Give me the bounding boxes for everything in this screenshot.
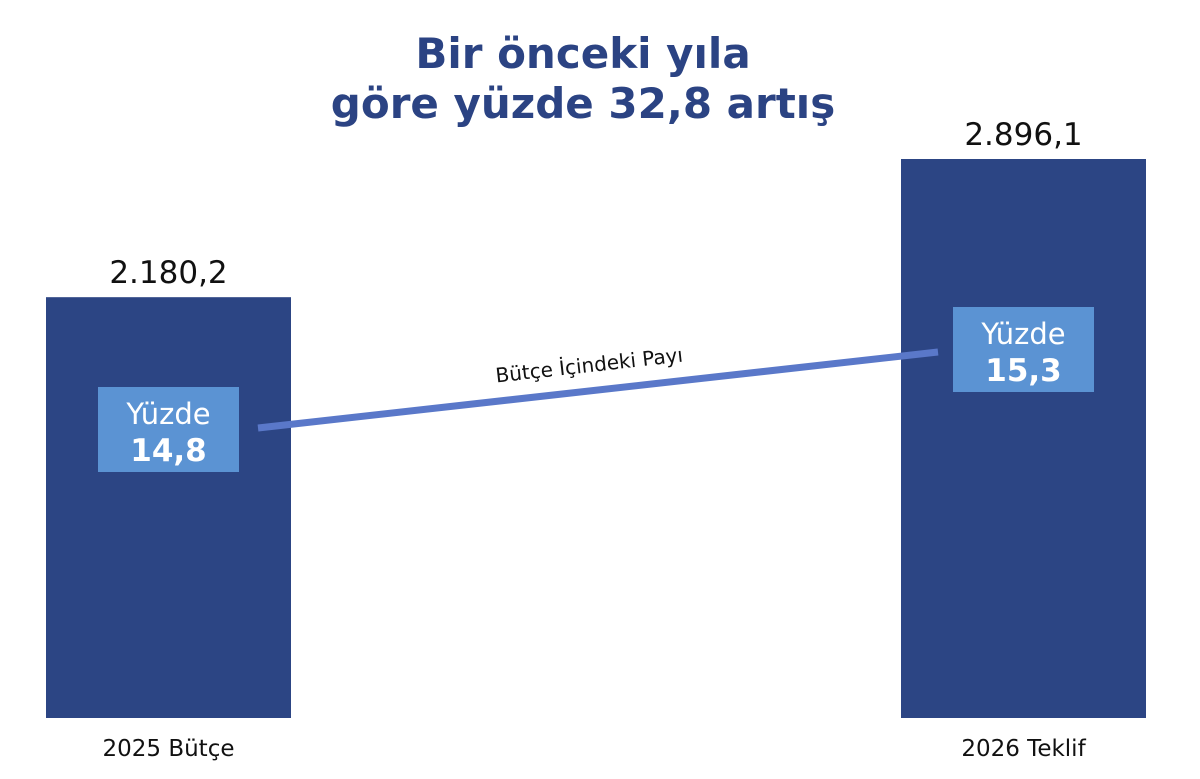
value-label-1: 2.180,2: [109, 255, 227, 291]
category-label-2: 2026 Teklif: [961, 736, 1086, 762]
chart-title-line-2: göre yüzde 32,8 artış: [331, 79, 835, 128]
share-line: [257, 348, 939, 432]
share-value-1: 14,8: [130, 433, 207, 469]
category-label-1: 2025 Bütçe: [102, 736, 234, 762]
share-box-2: [953, 307, 1094, 392]
chart-title-line-1: Bir önceki yıla: [415, 29, 750, 78]
bar-2: [901, 159, 1146, 718]
value-label-2: 2.896,1: [964, 117, 1082, 153]
share-prefix-2: Yüzde: [980, 317, 1065, 351]
share-box-1: [98, 387, 239, 472]
share-value-2: 15,3: [985, 353, 1062, 389]
share-prefix-1: Yüzde: [125, 397, 210, 431]
bar-1: [46, 297, 291, 718]
